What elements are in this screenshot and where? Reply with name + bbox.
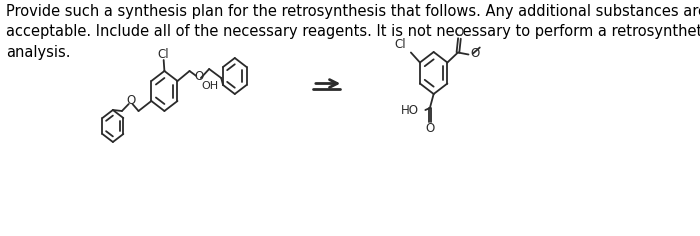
- Text: O: O: [426, 122, 435, 135]
- Text: Provide such a synthesis plan for the retrosynthesis that follows. Any additiona: Provide such a synthesis plan for the re…: [6, 4, 700, 60]
- Text: O: O: [127, 94, 136, 108]
- Text: O: O: [470, 47, 480, 60]
- Text: O: O: [455, 26, 464, 39]
- Text: O: O: [194, 71, 203, 84]
- Text: HO: HO: [401, 104, 419, 117]
- Text: Cl: Cl: [158, 47, 169, 60]
- Text: Cl: Cl: [395, 38, 407, 51]
- Text: OH: OH: [202, 81, 218, 91]
